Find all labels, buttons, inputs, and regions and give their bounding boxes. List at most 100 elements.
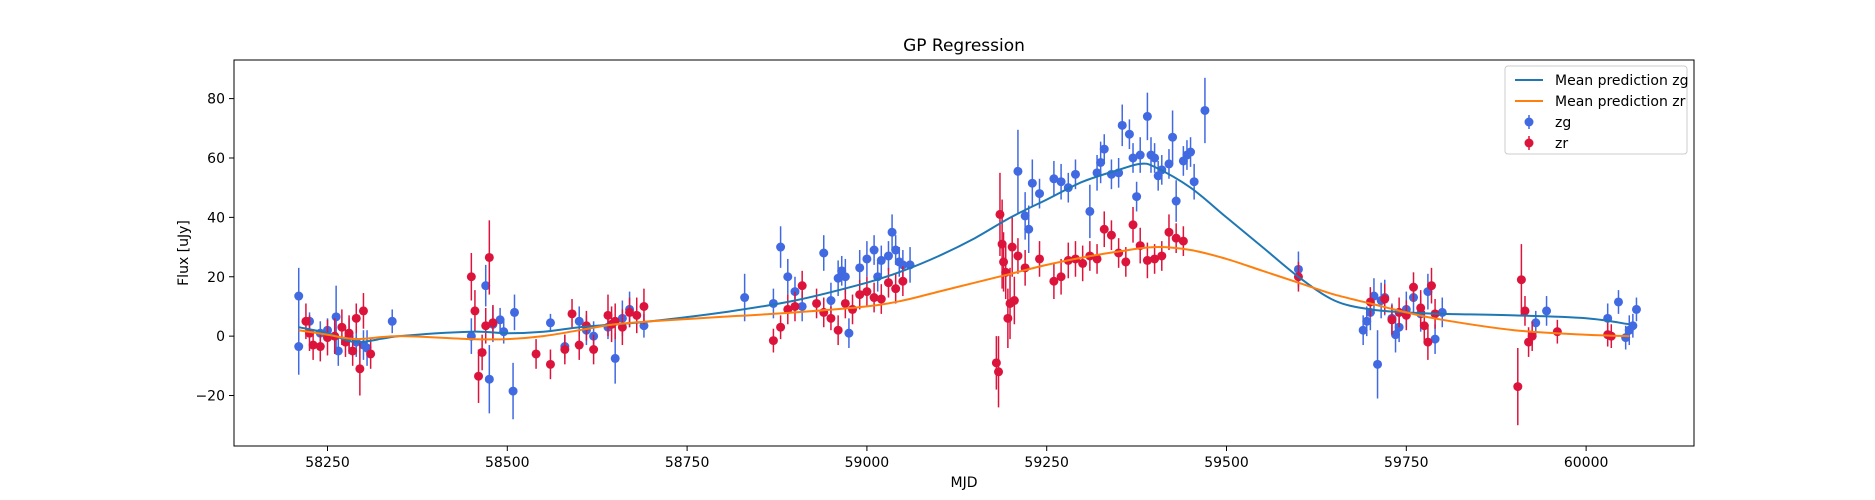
legend-item-mean-zg: Mean prediction zg: [1515, 73, 1689, 89]
point-zg: [1200, 105, 1210, 115]
y-tick-label: 80: [207, 92, 225, 108]
y-tick-label: −20: [195, 389, 225, 405]
point-zg: [883, 251, 893, 261]
x-tick-label: 59000: [845, 455, 890, 471]
point-zr: [545, 359, 555, 369]
point-zr: [1106, 230, 1116, 240]
legend-item-zg: zg: [1524, 115, 1571, 131]
point-zr: [1049, 276, 1059, 286]
legend-label: Mean prediction zg: [1555, 73, 1689, 89]
point-zr: [991, 358, 1001, 368]
y-axis-label: Flux [uJy]: [176, 220, 192, 286]
point-zg: [1531, 318, 1541, 328]
point-zr: [1092, 254, 1102, 264]
point-zr: [603, 310, 613, 320]
point-zr: [1035, 254, 1045, 264]
mean-line-zr: [298, 246, 1630, 341]
legend-swatch-marker: [1524, 138, 1534, 148]
point-zg: [797, 301, 807, 311]
point-zg: [1613, 297, 1623, 307]
point-zr: [869, 293, 879, 303]
legend: Mean prediction zg Mean prediction zr zg zr: [1504, 65, 1689, 155]
point-zg: [819, 248, 829, 258]
point-zr: [994, 367, 1004, 377]
x-tick-label: 60000: [1564, 455, 1609, 471]
point-zg: [1358, 325, 1368, 335]
point-zr: [344, 328, 354, 338]
point-zr: [1178, 236, 1188, 246]
legend-item-zr: zr: [1524, 136, 1568, 152]
point-zr: [840, 298, 850, 308]
point-zr: [1516, 275, 1526, 285]
point-zg: [826, 296, 836, 306]
x-axis: 58250 58500 58750 59000 59250 59500 59750 60000: [305, 446, 1608, 471]
x-tick-label: 59500: [1204, 455, 1249, 471]
x-tick-label: 58500: [485, 455, 530, 471]
point-zr: [1520, 306, 1530, 316]
point-zg: [876, 255, 886, 265]
y-tick-label: 60: [207, 151, 225, 167]
point-zr: [337, 322, 347, 332]
point-zg: [1362, 316, 1372, 326]
point-zr: [797, 281, 807, 291]
point-zg: [1631, 304, 1641, 314]
point-zr: [1099, 224, 1109, 234]
point-zg: [1128, 153, 1138, 163]
point-zg: [887, 227, 897, 237]
point-zg: [1164, 159, 1174, 169]
point-zg: [1391, 330, 1401, 340]
point-zg: [1027, 178, 1037, 188]
point-zr: [574, 340, 584, 350]
point-zr: [484, 252, 494, 262]
point-zg: [508, 386, 518, 396]
point-zg: [1024, 224, 1034, 234]
point-zr: [995, 209, 1005, 219]
legend-label: Mean prediction zr: [1555, 94, 1686, 110]
point-zr: [355, 364, 365, 374]
point-zg: [1542, 306, 1552, 316]
point-zg: [1085, 206, 1095, 216]
point-zg: [862, 254, 872, 264]
point-zr: [1426, 281, 1436, 291]
point-zr: [632, 310, 642, 320]
point-zg: [387, 316, 397, 326]
point-zr: [625, 307, 635, 317]
legend-swatch-marker: [1524, 117, 1534, 127]
point-zg: [740, 293, 750, 303]
point-zg: [499, 327, 509, 337]
point-zr: [1513, 382, 1523, 392]
point-zg: [1186, 147, 1196, 157]
point-zr: [617, 322, 627, 332]
point-zg: [1628, 321, 1638, 331]
point-zr: [308, 340, 318, 350]
point-zg: [294, 342, 304, 352]
point-zr: [833, 325, 843, 335]
y-tick-label: 20: [207, 270, 225, 286]
legend-item-mean-zr: Mean prediction zr: [1515, 94, 1686, 110]
point-zr: [891, 284, 901, 294]
point-zr: [1387, 315, 1397, 325]
point-zr: [567, 309, 577, 319]
point-zr: [876, 294, 886, 304]
point-zr: [366, 349, 376, 359]
legend-label: zg: [1555, 115, 1571, 131]
legend-box: [1504, 65, 1688, 155]
x-tick-label: 58250: [305, 455, 350, 471]
point-zr: [848, 304, 858, 314]
point-zg: [481, 281, 491, 291]
point-zr: [1157, 251, 1167, 261]
point-zr: [997, 239, 1007, 249]
point-zr: [898, 276, 908, 286]
point-zg: [639, 321, 649, 331]
point-zr: [315, 342, 325, 352]
x-axis-label: MJD: [951, 475, 978, 491]
point-zg: [1171, 196, 1181, 206]
point-zr: [768, 336, 778, 346]
point-zr: [1003, 313, 1013, 323]
y-axis: −20 0 20 40 60 80: [195, 92, 234, 405]
point-zr: [1409, 282, 1419, 292]
point-zg: [840, 272, 850, 282]
point-zr: [790, 301, 800, 311]
point-zr: [1121, 257, 1131, 267]
